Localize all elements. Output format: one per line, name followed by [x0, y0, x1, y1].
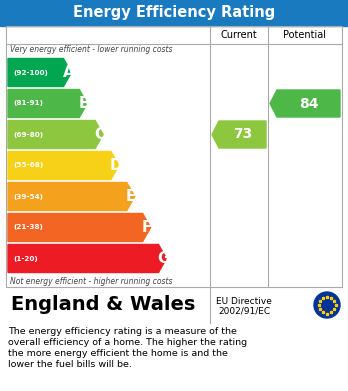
Text: Very energy efficient - lower running costs: Very energy efficient - lower running co…	[10, 45, 173, 54]
Polygon shape	[8, 244, 166, 273]
Text: overall efficiency of a home. The higher the rating: overall efficiency of a home. The higher…	[8, 338, 247, 347]
Text: G: G	[158, 251, 170, 266]
Text: D: D	[110, 158, 122, 173]
Text: Energy Efficiency Rating: Energy Efficiency Rating	[73, 5, 275, 20]
Text: B: B	[78, 96, 90, 111]
Text: The energy efficiency rating is a measure of the: The energy efficiency rating is a measur…	[8, 327, 237, 336]
Polygon shape	[212, 121, 266, 148]
Text: (39-54): (39-54)	[13, 194, 43, 199]
Bar	[0, 0, 348, 26]
Bar	[6, 26, 342, 287]
Text: E: E	[126, 189, 136, 204]
Text: EU Directive: EU Directive	[216, 296, 272, 305]
Polygon shape	[8, 151, 119, 179]
Text: (55-68): (55-68)	[13, 163, 43, 169]
Text: 84: 84	[299, 97, 318, 111]
Polygon shape	[8, 213, 151, 242]
Text: Current: Current	[221, 30, 258, 40]
Text: 2002/91/EC: 2002/91/EC	[218, 307, 270, 316]
Text: Potential: Potential	[284, 30, 326, 40]
Text: 73: 73	[233, 127, 252, 142]
Text: (69-80): (69-80)	[13, 131, 43, 138]
Text: F: F	[142, 220, 152, 235]
Text: Not energy efficient - higher running costs: Not energy efficient - higher running co…	[10, 276, 173, 285]
Text: the more energy efficient the home is and the: the more energy efficient the home is an…	[8, 349, 228, 358]
Polygon shape	[270, 90, 340, 117]
Polygon shape	[8, 59, 71, 86]
Polygon shape	[8, 183, 135, 210]
Polygon shape	[8, 120, 103, 149]
Text: (81-91): (81-91)	[13, 100, 43, 106]
Polygon shape	[8, 90, 87, 118]
Text: (21-38): (21-38)	[13, 224, 43, 231]
Bar	[6, 287, 342, 323]
Circle shape	[314, 292, 340, 318]
Text: (1-20): (1-20)	[13, 255, 38, 262]
Text: (92-100): (92-100)	[13, 70, 48, 75]
Text: A: A	[62, 65, 74, 80]
Text: C: C	[94, 127, 105, 142]
Text: England & Wales: England & Wales	[11, 296, 195, 314]
Text: lower the fuel bills will be.: lower the fuel bills will be.	[8, 360, 132, 369]
